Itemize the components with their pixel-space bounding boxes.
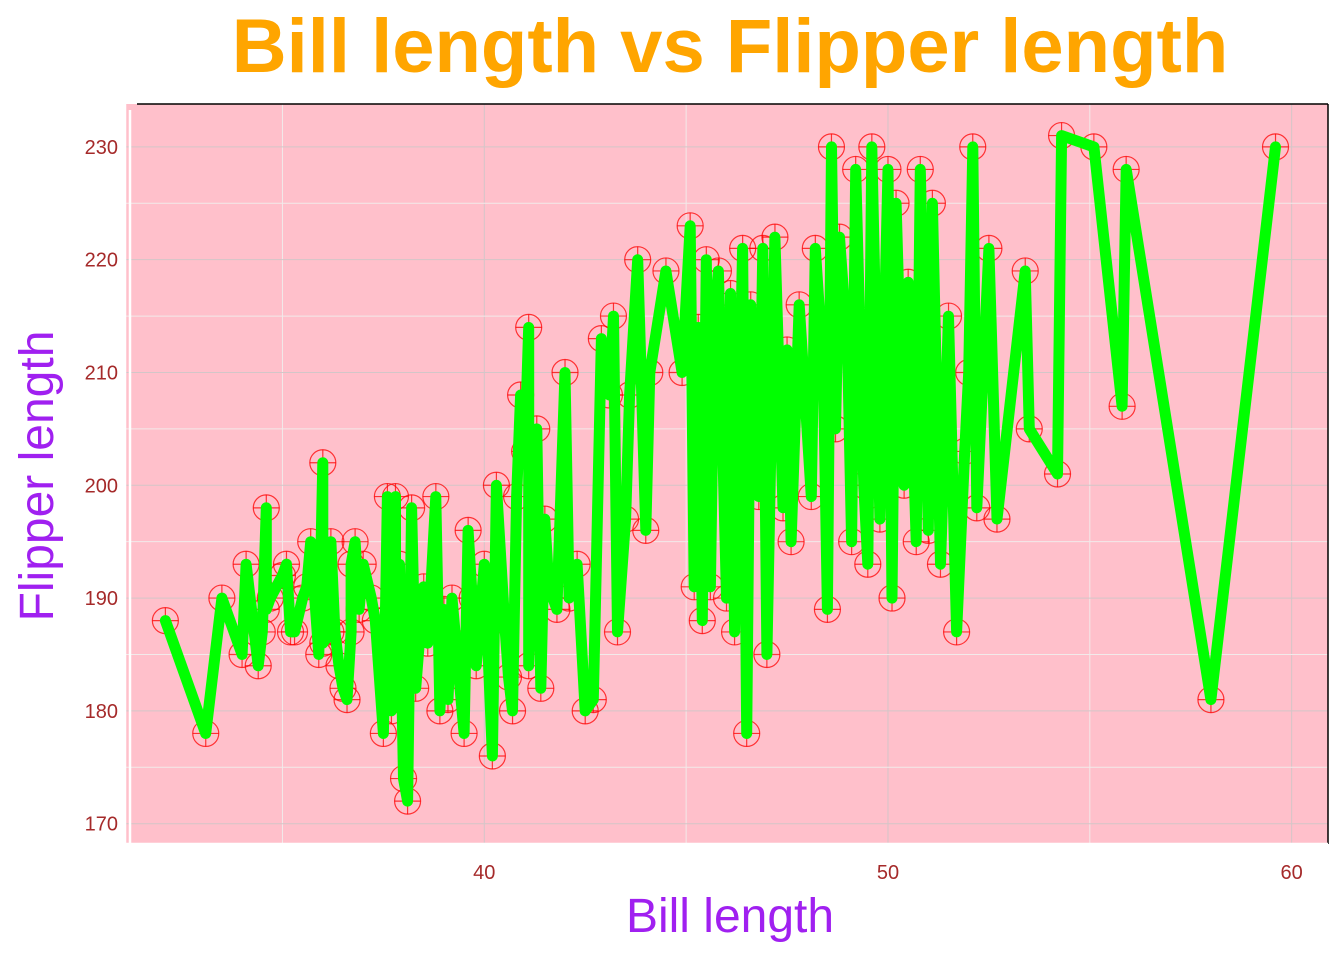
y-tick-label: 180 [85, 701, 118, 723]
y-tick-label: 190 [85, 588, 118, 610]
data-line [159, 130, 1281, 807]
y-tick-label: 200 [85, 475, 118, 497]
y-tick-label: 170 [85, 814, 118, 836]
series-line [159, 130, 1281, 807]
x-axis-label: Bill length [626, 890, 834, 943]
x-axis-ticks: 40 50 60 [473, 862, 1303, 884]
chart-title: Bill length vs Flipper length [231, 4, 1229, 89]
y-tick-label: 230 [85, 137, 118, 159]
y-axis-ticks: 170 180 190 200 210 220 230 [85, 137, 118, 836]
y-tick-label: 220 [85, 250, 118, 272]
y-axis-label: Flipper length [11, 331, 64, 622]
x-tick-label: 40 [473, 862, 495, 884]
axis-frame [123, 103, 1329, 852]
x-tick-label: 60 [1281, 862, 1303, 884]
x-tick-label: 50 [877, 862, 899, 884]
y-tick-label: 210 [85, 362, 118, 384]
